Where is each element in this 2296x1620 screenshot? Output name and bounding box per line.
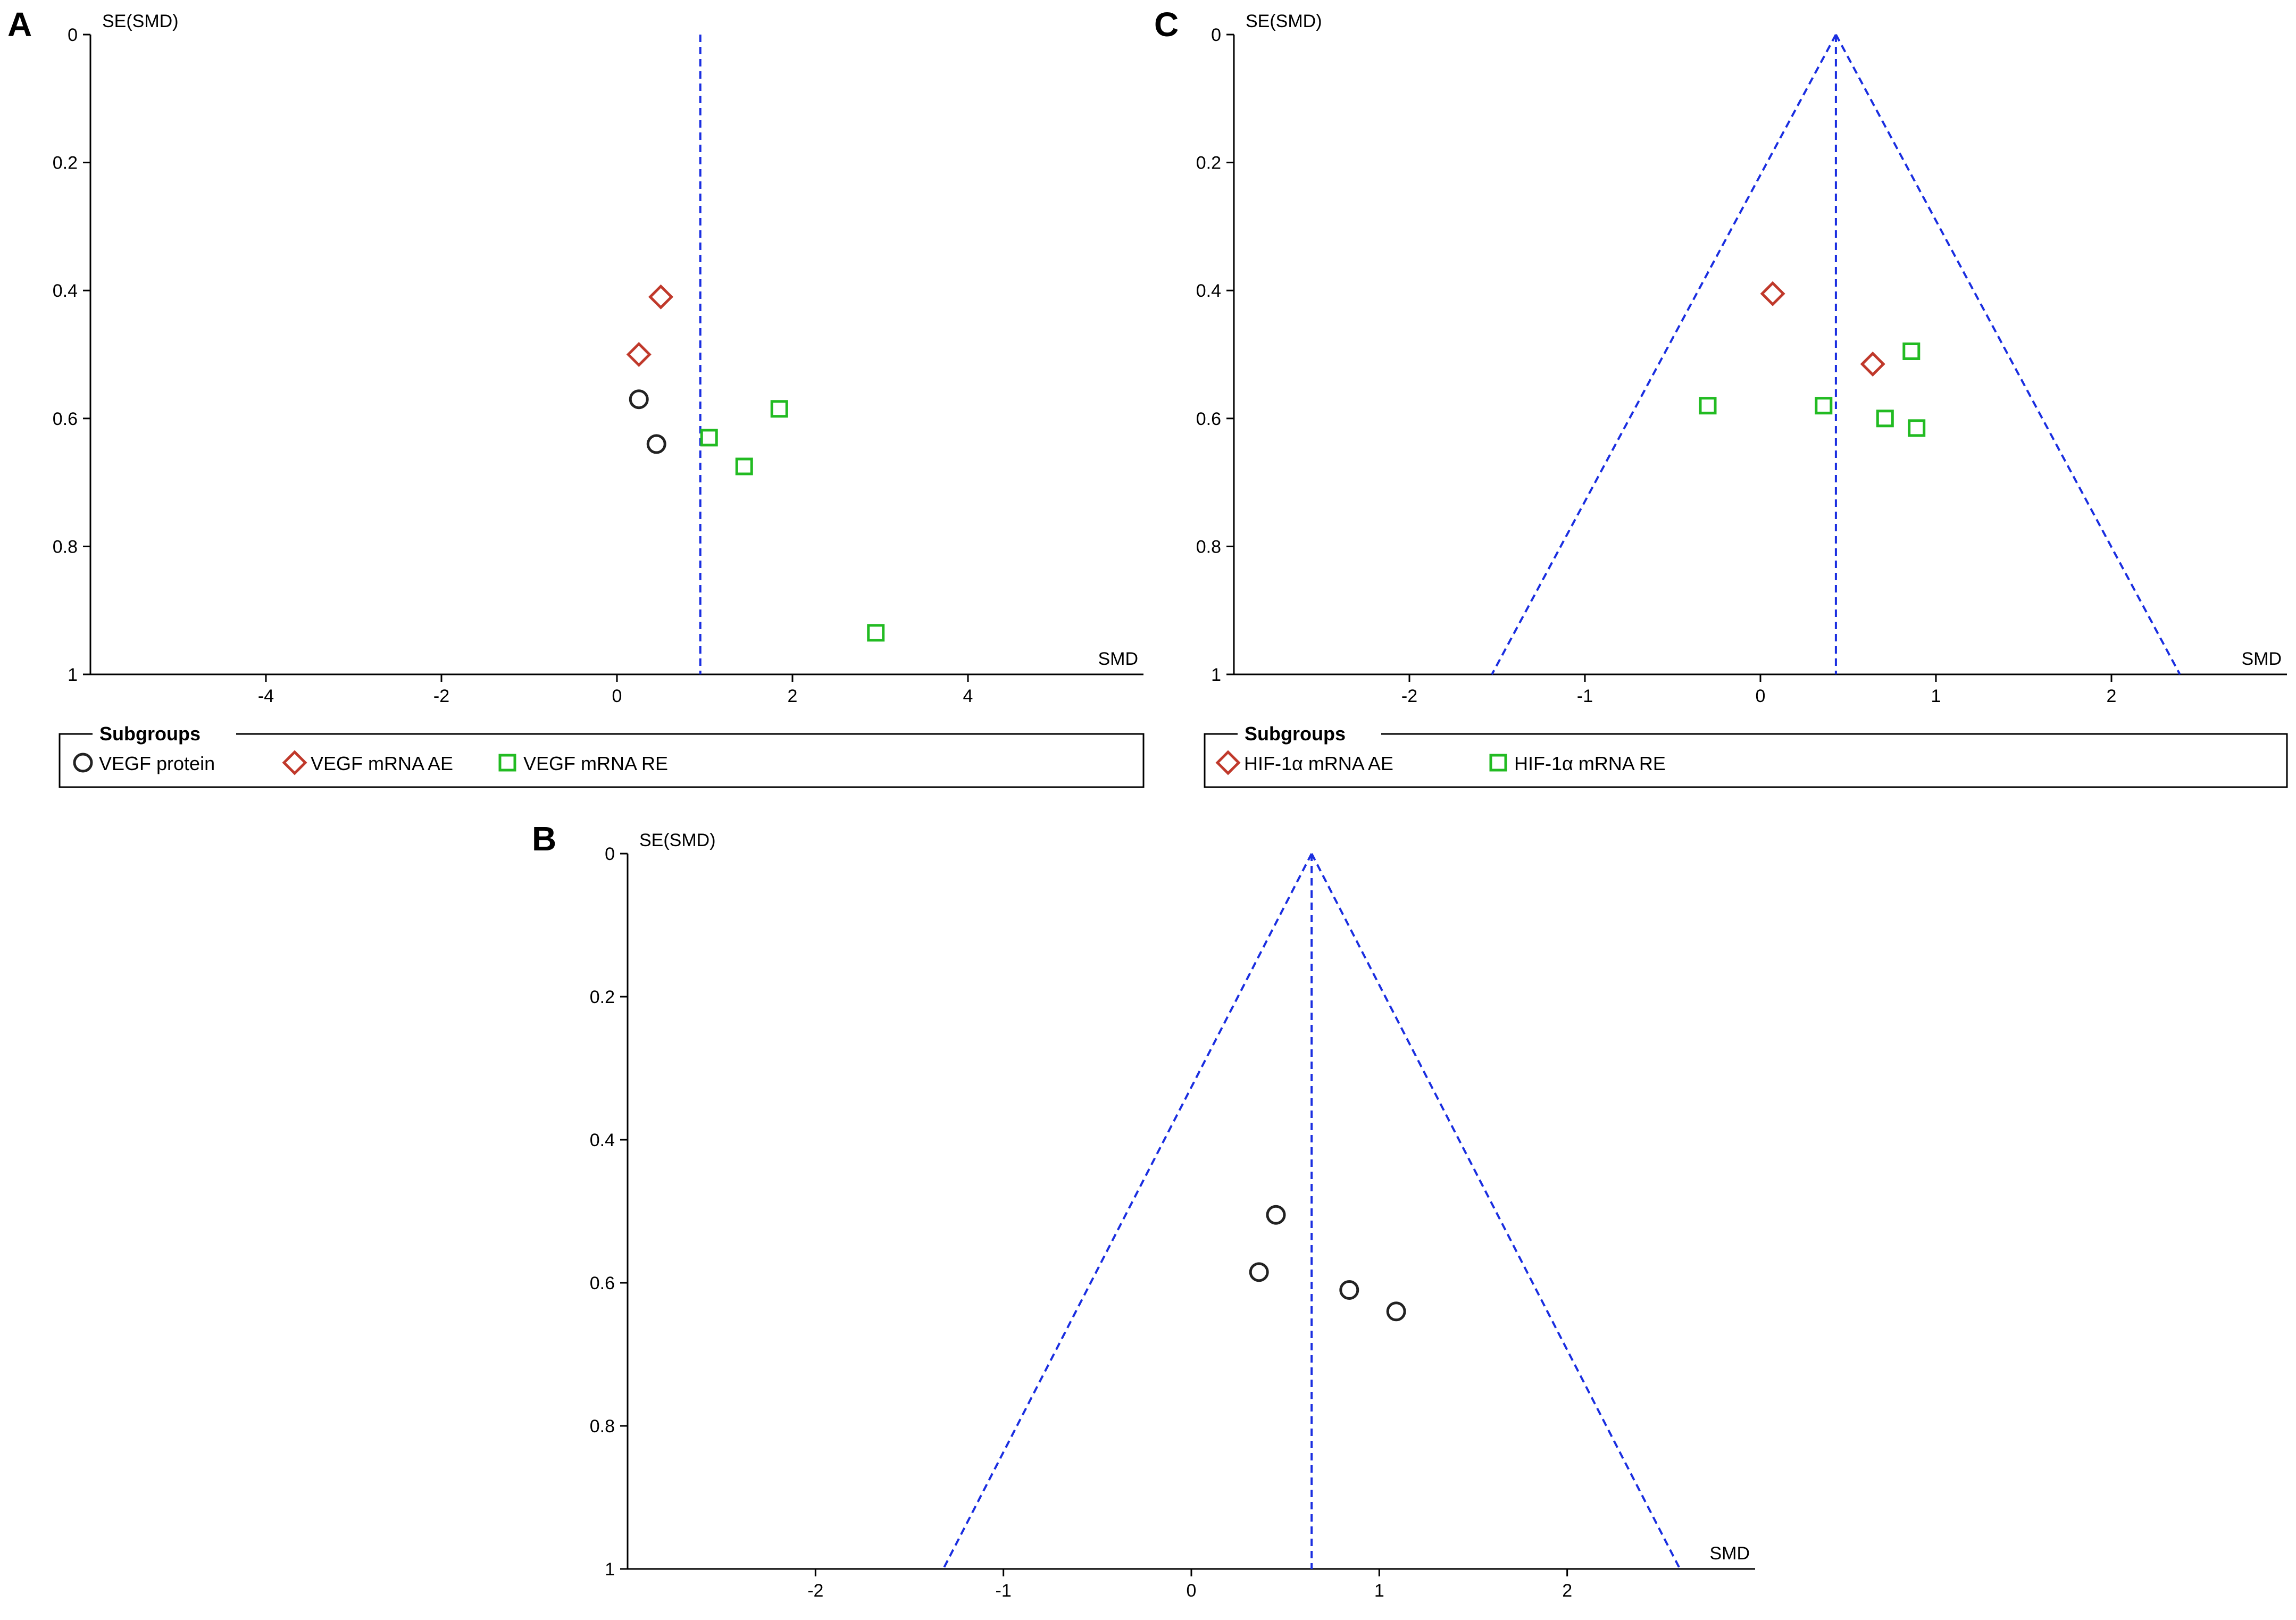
panel-letter-b: B (532, 820, 557, 858)
x-axis-label-c: SMD (2241, 649, 2282, 669)
x-tick-label-b: -1 (996, 1581, 1012, 1601)
data-point-c-square (1876, 410, 1894, 428)
legend-marker-c-diamond (1215, 750, 1241, 775)
y-tick-label-b: 0.6 (590, 1273, 615, 1293)
legend-title-bg-c (1238, 722, 1381, 746)
legend-label-a: VEGF protein (99, 753, 215, 774)
data-point-c-diamond (1760, 281, 1785, 306)
y-tick-label-c: 0 (1211, 25, 1221, 45)
legend-title-a: Subgroups (99, 723, 201, 745)
x-tick-label-c: 2 (2107, 686, 2117, 706)
data-point-c-square (1908, 419, 1926, 437)
x-tick-label-c: 0 (1756, 686, 1766, 706)
x-tick-label-c: 1 (1931, 686, 1941, 706)
data-point-a-square (700, 429, 718, 447)
legend-title-bg-a (93, 722, 236, 746)
x-tick-label-a: 2 (788, 686, 798, 706)
data-point-b-circle (1339, 1280, 1359, 1300)
legend-marker-a-square (498, 754, 516, 772)
data-point-a-square (735, 457, 753, 475)
legend-box-c (1204, 733, 2288, 788)
data-point-b-circle (1249, 1262, 1269, 1282)
y-tick-label-c: 0.2 (1196, 153, 1221, 173)
y-tick-label-b: 0 (605, 844, 615, 864)
data-point-c-diamond (1860, 352, 1885, 377)
y-tick-label-c: 0.6 (1196, 409, 1221, 429)
x-tick-label-c: -1 (1577, 686, 1593, 706)
x-tick-label-b: -2 (807, 1581, 823, 1601)
data-point-a-square (770, 400, 788, 418)
y-tick-label-a: 0.8 (53, 537, 78, 557)
data-point-c-square (1699, 397, 1717, 415)
y-tick-label-b: 0.4 (590, 1130, 615, 1150)
data-point-a-circle (646, 434, 666, 454)
legend-marker-a-diamond (282, 750, 307, 775)
x-tick-label-b: 0 (1187, 1581, 1197, 1601)
legend-label-a: VEGF mRNA AE (311, 753, 453, 774)
y-tick-label-b: 1 (605, 1559, 615, 1580)
y-tick-label-c: 0.8 (1196, 537, 1221, 557)
y-tick-label-a: 0.4 (53, 281, 78, 301)
panel-letter-a: A (7, 5, 32, 44)
y-tick-label-b: 0.8 (590, 1416, 615, 1437)
y-tick-label-a: 0 (68, 25, 78, 45)
panel-letter-c: C (1154, 5, 1179, 44)
y-tick-label-a: 0.6 (53, 409, 78, 429)
y-tick-label-b: 0.2 (590, 987, 615, 1007)
y-axis-label-b: SE(SMD) (639, 830, 716, 850)
data-point-c-square (1815, 397, 1833, 415)
funnel-left-line-c (1491, 34, 1837, 675)
data-point-a-square (867, 624, 885, 642)
y-tick-label-a: 0.2 (53, 153, 78, 173)
legend-box-a (59, 733, 1145, 788)
y-axis-label-c: SE(SMD) (1246, 11, 1322, 31)
x-tick-label-a: 4 (963, 686, 973, 706)
x-axis-label-b: SMD (1709, 1543, 1750, 1564)
data-point-a-diamond (626, 341, 652, 368)
legend-title-c: Subgroups (1245, 723, 1346, 745)
legend-marker-c-square (1489, 754, 1507, 772)
legend-label-a: VEGF mRNA RE (523, 753, 668, 774)
x-tick-label-a: 0 (612, 686, 622, 706)
x-tick-label-b: 2 (1562, 1581, 1572, 1601)
data-point-a-circle (629, 389, 649, 410)
data-point-b-circle (1386, 1301, 1406, 1322)
legend-label-c: HIF-1α mRNA RE (1514, 753, 1666, 774)
funnel-right-line-c (1835, 34, 2181, 675)
y-tick-label-c: 0.4 (1196, 281, 1221, 301)
x-tick-label-c: -2 (1401, 686, 1417, 706)
y-axis-label-a: SE(SMD) (102, 11, 179, 31)
funnel-left-line-b (942, 853, 1313, 1569)
data-point-b-circle (1266, 1205, 1286, 1225)
legend-marker-a-circle (73, 753, 93, 773)
x-tick-label-a: -4 (258, 686, 274, 706)
data-point-a-diamond (648, 284, 674, 310)
legend-label-c: HIF-1α mRNA AE (1244, 753, 1393, 774)
x-tick-label-b: 1 (1374, 1581, 1384, 1601)
x-tick-label-a: -2 (433, 686, 449, 706)
funnel-right-line-b (1310, 853, 1681, 1569)
y-tick-label-a: 1 (68, 665, 78, 685)
y-tick-label-c: 1 (1211, 665, 1221, 685)
x-axis-label-a: SMD (1098, 649, 1138, 669)
data-point-c-square (1902, 342, 1921, 360)
